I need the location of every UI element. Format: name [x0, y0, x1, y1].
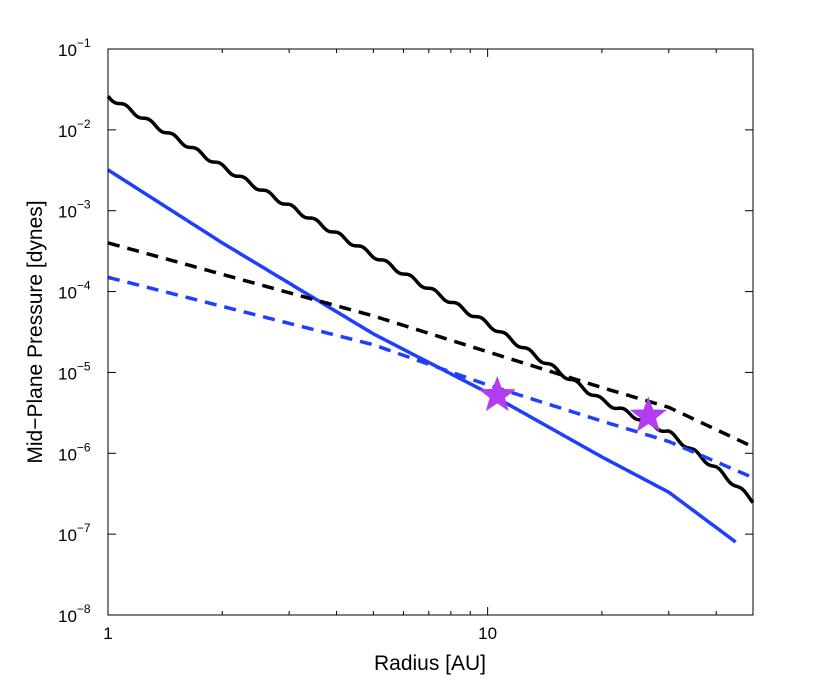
y-tick-label: 10−3: [58, 198, 91, 222]
series-line-4-dashed: [107, 275, 754, 480]
y-tick-label: 10−7: [58, 521, 91, 545]
star-marker-2: [629, 396, 667, 432]
series-line-3-dashed: [107, 241, 754, 449]
star-marker-1: [478, 375, 516, 412]
x-tick-label: 1: [103, 624, 112, 643]
y-tick-labels: 10−8 10−7 10−6 10−5 10−4 10−3 10−2 10−1: [58, 36, 91, 626]
x-tick-labels: 1 10: [103, 624, 497, 643]
plot-frame: [107, 48, 754, 616]
y-tick-label: 10−2: [58, 117, 91, 141]
y-axis-title: Mid−Plane Pressure [dynes]: [24, 200, 47, 463]
y-tick-label: 10−6: [58, 440, 91, 464]
x-tick-label: 10: [478, 624, 497, 643]
y-tick-label: 10−1: [58, 36, 91, 60]
y-tick-label: 10−4: [58, 279, 91, 303]
marker-layer: [478, 375, 667, 432]
series-line-2-solid: [107, 168, 737, 544]
tick-layer: [107, 48, 754, 616]
x-axis-title: Radius [AU]: [374, 652, 486, 675]
plot-area: [108, 49, 753, 615]
y-tick-label: 10−5: [58, 359, 91, 383]
y-tick-label: 10−8: [58, 602, 91, 626]
